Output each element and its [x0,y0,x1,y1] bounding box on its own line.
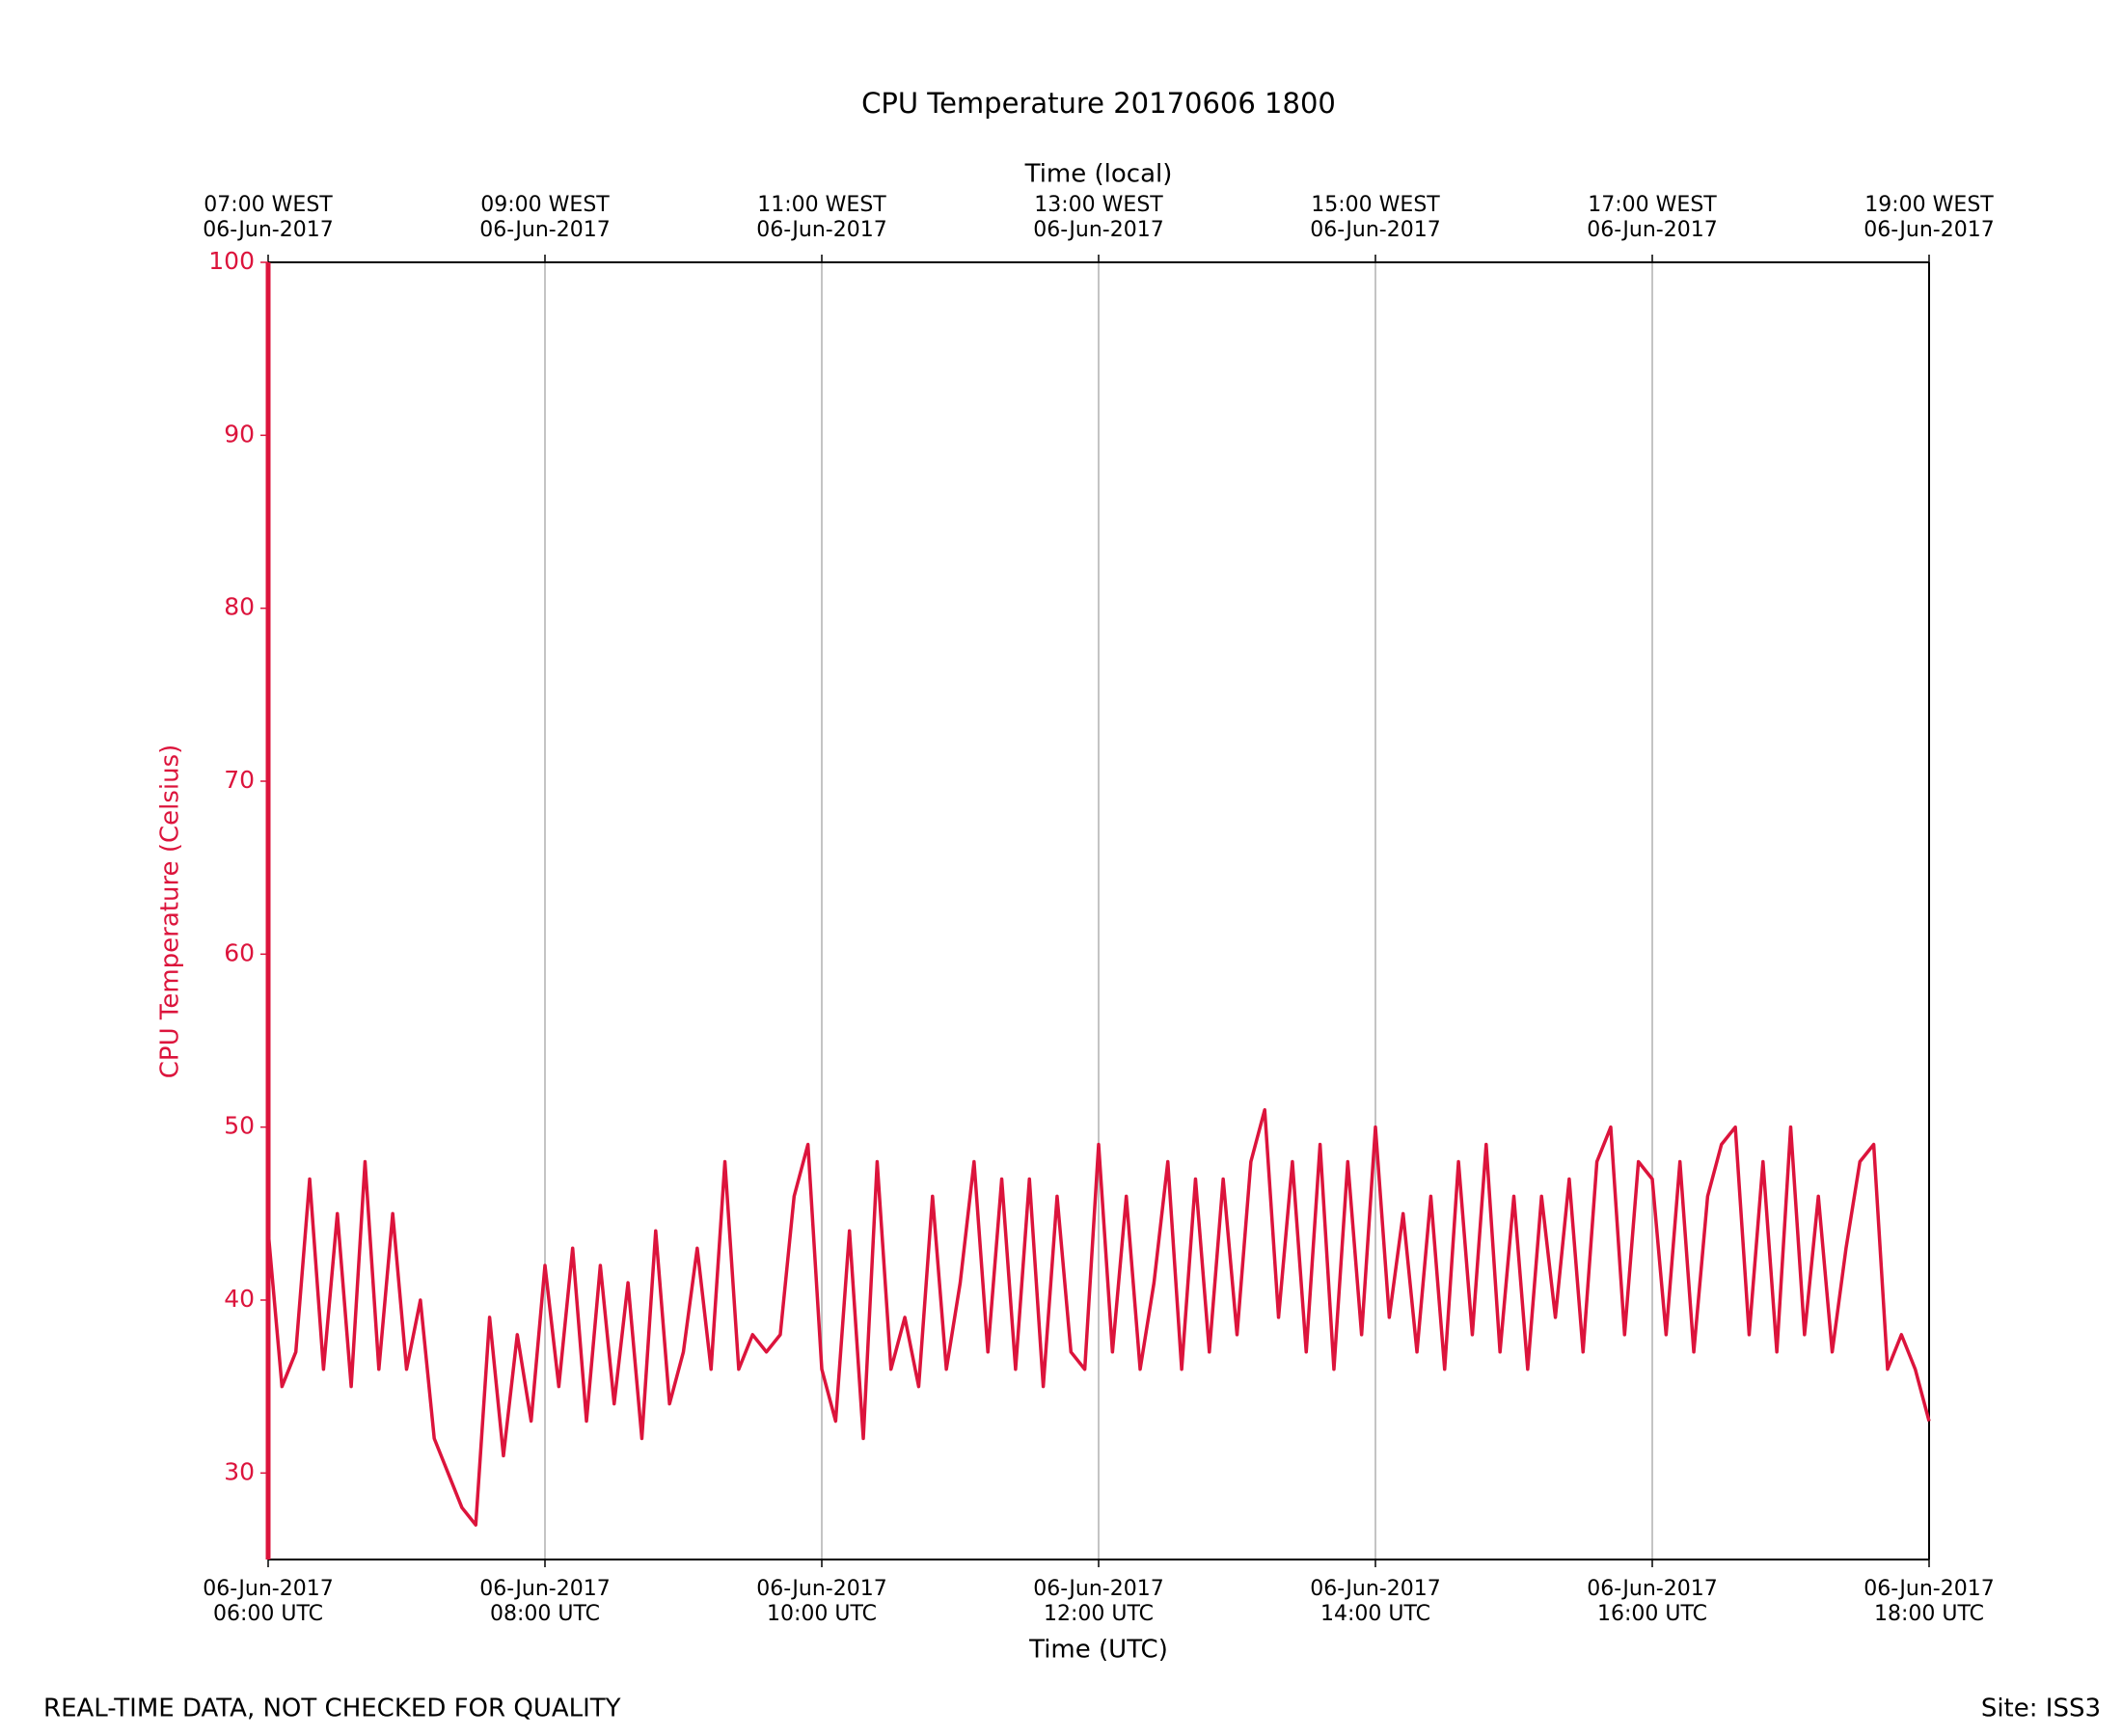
y-tick-label: 50 [224,1112,255,1140]
y-tick-label: 30 [224,1457,255,1485]
x-tick-label: 06-Jun-2017 [1310,1577,1440,1601]
x2-tick-label: 06-Jun-2017 [1587,218,1717,242]
y-tick-label: 60 [224,938,255,966]
x-tick-label: 10:00 UTC [767,1602,877,1626]
x2-tick-label: 06-Jun-2017 [203,218,333,242]
x-tick-label: 06-Jun-2017 [203,1577,333,1601]
x-tick-label: 18:00 UTC [1874,1602,1984,1626]
x2-tick-label: 07:00 WEST [204,193,333,217]
x2-tick-label: 06-Jun-2017 [756,218,886,242]
x-tick-label: 06-Jun-2017 [756,1577,886,1601]
x-axis-label: Time (UTC) [1028,1636,1168,1665]
x2-tick-label: 06-Jun-2017 [1033,218,1163,242]
x-tick-label: 16:00 UTC [1597,1602,1707,1626]
footer-note: REAL-TIME DATA, NOT CHECKED FOR QUALITY [43,1695,621,1723]
data-line [266,1107,1931,1527]
chart-title: CPU Temperature 20170606 1800 [861,87,1336,120]
x-tick-label: 06-Jun-2017 [1033,1577,1163,1601]
x2-tick-label: 17:00 WEST [1588,193,1717,217]
x2-tick-label: 19:00 WEST [1864,193,1994,217]
y-axis-label: CPU Temperature (Celsius) [156,745,185,1079]
x2-tick-label: 06-Jun-2017 [479,218,610,242]
y-tick-label: 80 [224,593,255,621]
x-tick-label: 06-Jun-2017 [1587,1577,1717,1601]
x2-tick-label: 09:00 WEST [480,193,610,217]
y-tick-label: 70 [224,766,255,794]
x-tick-label: 12:00 UTC [1044,1602,1154,1626]
x2-tick-label: 15:00 WEST [1311,193,1440,217]
x2-tick-label: 06-Jun-2017 [1864,218,1994,242]
x-tick-label: 06:00 UTC [213,1602,323,1626]
x-tick-label: 06-Jun-2017 [1864,1577,1994,1601]
x2-axis-label: Time (local) [1024,160,1173,189]
x2-tick-label: 13:00 WEST [1034,193,1163,217]
x2-tick-label: 06-Jun-2017 [1310,218,1440,242]
x-tick-label: 14:00 UTC [1320,1602,1430,1626]
x-tick-label: 08:00 UTC [490,1602,600,1626]
y-tick-label: 40 [224,1285,255,1313]
footer-site: Site: ISS3 [1981,1695,2101,1723]
y-tick-label: 100 [208,247,255,275]
y-tick-label: 90 [224,420,255,448]
x2-tick-label: 11:00 WEST [757,193,886,217]
x-tick-label: 06-Jun-2017 [479,1577,610,1601]
